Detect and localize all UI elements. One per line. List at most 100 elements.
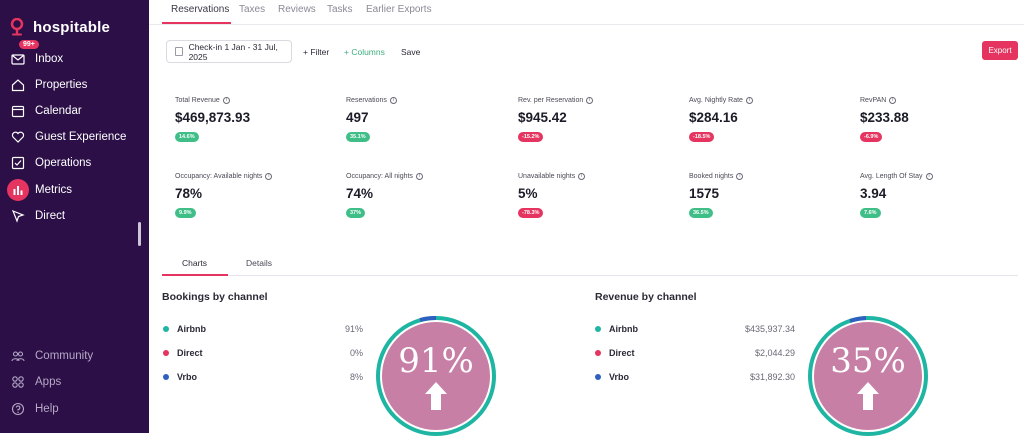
kpi-label: Avg. Nightly Rate xyxy=(689,97,743,104)
kpi-rev-per-reservation: Rev. per Reservation i $945.42 -15.2% xyxy=(518,97,678,143)
kpi-label: Rev. per Reservation xyxy=(518,97,584,104)
checkbox-icon xyxy=(11,156,25,170)
info-icon[interactable]: i xyxy=(222,97,230,104)
sidebar-item-help[interactable]: Help xyxy=(0,396,149,422)
vrbo-dot xyxy=(595,374,601,380)
active-tab-underline xyxy=(162,274,228,276)
sidebar-item-label: Apps xyxy=(35,376,62,388)
highlight-overlay xyxy=(382,322,490,430)
hospitable-logo-icon xyxy=(10,18,24,36)
sidebar-item-label: Calendar xyxy=(35,105,82,117)
bar-chart-icon xyxy=(13,186,23,195)
cursor-icon xyxy=(11,209,25,223)
sidebar-item-operations[interactable]: Operations xyxy=(0,150,149,176)
kpi-change-badge: -78.3% xyxy=(518,208,544,218)
tab-reservations[interactable]: Reservations xyxy=(171,4,230,15)
sidebar-item-label: Guest Experience xyxy=(35,131,127,143)
tab-earlier-exports[interactable]: Earlier Exports xyxy=(366,4,432,15)
up-arrow-icon xyxy=(425,382,447,410)
sidebar-item-calendar[interactable]: Calendar xyxy=(0,98,149,124)
sidebar-item-community[interactable]: Community xyxy=(0,343,149,369)
direct-dot xyxy=(163,350,169,356)
kpi-booked-nights: Booked nights i 1575 36.5% xyxy=(689,173,849,219)
kpi-reservations: Reservations i 497 35.1% xyxy=(346,97,506,143)
legend-name: Vrbo xyxy=(609,372,630,382)
kpi-value: 1575 xyxy=(689,186,720,201)
brand[interactable]: hospitable xyxy=(10,18,110,36)
info-icon[interactable]: i xyxy=(925,173,933,180)
tab-charts[interactable]: Charts xyxy=(182,258,208,268)
heart-icon xyxy=(11,131,25,143)
sidebar-item-label: Direct xyxy=(35,210,66,222)
info-icon[interactable]: i xyxy=(745,97,753,104)
active-tab-underline xyxy=(162,22,231,24)
sidebar-scrollbar[interactable] xyxy=(138,222,141,246)
revenue-chart-title: Revenue by channel xyxy=(595,291,697,303)
legend-row-direct: Direct 0% xyxy=(163,348,363,358)
info-icon[interactable]: i xyxy=(415,173,423,180)
info-icon[interactable]: i xyxy=(578,173,586,180)
apps-icon xyxy=(12,376,24,388)
legend-name: Vrbo xyxy=(177,372,198,382)
legend-value: $31,892.30 xyxy=(749,372,795,382)
airbnb-dot xyxy=(595,326,601,332)
kpi-avg-nightly-rate: Avg. Nightly Rate i $284.16 -18.5% xyxy=(689,97,849,143)
sidebar-item-metrics[interactable]: Metrics xyxy=(0,177,149,203)
sidebar-item-label: Community xyxy=(35,350,94,362)
sidebar-item-properties[interactable]: Properties xyxy=(0,72,149,98)
kpi-value: $233.88 xyxy=(860,110,909,125)
columns-button[interactable]: + Columns xyxy=(344,47,385,57)
overlay-percentage: 35% xyxy=(830,341,906,381)
sidebar-item-inbox[interactable]: 99+ Inbox xyxy=(0,40,149,72)
sidebar-item-apps[interactable]: Apps xyxy=(0,369,149,395)
kpi-value: $284.16 xyxy=(689,110,738,125)
tab-reviews[interactable]: Reviews xyxy=(278,4,316,15)
section-tabs: Charts Details xyxy=(162,249,1018,276)
direct-dot xyxy=(595,350,601,356)
legend-value: $2,044.29 xyxy=(754,348,795,358)
kpi-value: $469,873.93 xyxy=(175,110,251,125)
date-range-picker[interactable]: Check-in 1 Jan - 31 Jul, 2025 xyxy=(166,40,292,63)
export-button[interactable]: Export xyxy=(982,41,1018,60)
sidebar-item-direct[interactable]: Direct xyxy=(0,203,149,229)
legend-name: Airbnb xyxy=(609,324,638,334)
kpi-label: Unavailable nights xyxy=(518,173,576,180)
kpi-value: 78% xyxy=(175,186,203,201)
kpi-avg-length-of-stay: Avg. Length Of Stay i 3.94 7.6% xyxy=(860,173,1020,219)
calendar-icon xyxy=(11,105,25,118)
legend-row-vrbo: Vrbo 8% xyxy=(163,372,363,382)
sidebar-item-label: Properties xyxy=(35,79,88,91)
info-icon[interactable]: i xyxy=(389,97,397,104)
donut-segment-vrbo xyxy=(419,315,437,322)
info-icon[interactable]: i xyxy=(889,97,897,104)
tab-details[interactable]: Details xyxy=(246,258,272,268)
kpi-change-badge: 35.1% xyxy=(346,132,370,142)
kpi-change-badge: -6.9% xyxy=(860,132,883,142)
bookings-chart-title: Bookings by channel xyxy=(162,291,268,303)
bookings-donut-chart: 91% xyxy=(376,315,496,436)
up-arrow-icon xyxy=(857,382,879,410)
legend-value: 0% xyxy=(349,348,363,358)
kpi-label: Booked nights xyxy=(689,173,734,180)
kpi-value: 5% xyxy=(518,186,538,201)
save-button[interactable]: Save xyxy=(401,47,421,57)
kpi-change-badge: 7.6% xyxy=(860,208,881,218)
sidebar-item-guest-experience[interactable]: Guest Experience xyxy=(0,124,149,150)
inbox-badge: 99+ xyxy=(19,40,39,49)
kpi-change-badge: -18.5% xyxy=(689,132,715,142)
kpi-value: 74% xyxy=(346,186,374,201)
date-range-label: Check-in 1 Jan - 31 Jul, 2025 xyxy=(188,41,278,62)
kpi-unavailable-nights: Unavailable nights i 5% -78.3% xyxy=(518,173,678,219)
info-icon[interactable]: i xyxy=(265,173,273,180)
community-icon xyxy=(11,351,25,362)
tab-taxes[interactable]: Taxes xyxy=(239,4,266,15)
kpi-occupancy-all: Occupancy: All nights i 74% 37% xyxy=(346,173,506,219)
legend-row-direct: Direct $2,044.29 xyxy=(595,348,795,358)
info-icon[interactable]: i xyxy=(736,173,744,180)
filter-button[interactable]: + Filter xyxy=(303,47,330,57)
kpi-change-badge: 14.6% xyxy=(175,132,199,142)
legend-row-airbnb: Airbnb $435,937.34 xyxy=(595,324,795,334)
sidebar: hospitable 99+ Inbox Properties Calendar… xyxy=(0,0,149,433)
tab-tasks[interactable]: Tasks xyxy=(327,4,353,15)
info-icon[interactable]: i xyxy=(586,97,594,104)
